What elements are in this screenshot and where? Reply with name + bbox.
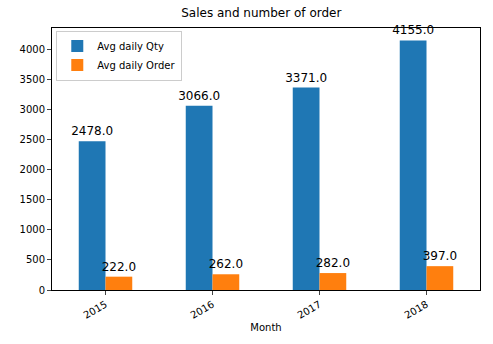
svg-text:4000: 4000 bbox=[20, 44, 45, 55]
svg-text:282.0: 282.0 bbox=[316, 256, 350, 270]
svg-text:1000: 1000 bbox=[20, 224, 45, 235]
svg-text:262.0: 262.0 bbox=[209, 257, 243, 271]
svg-text:2016: 2016 bbox=[188, 299, 216, 321]
svg-text:Sales and number of order: Sales and number of order bbox=[181, 6, 341, 20]
svg-text:Avg daily Qty: Avg daily Qty bbox=[97, 41, 164, 52]
svg-text:2018: 2018 bbox=[402, 299, 430, 321]
svg-text:500: 500 bbox=[26, 254, 45, 265]
svg-text:Avg daily Order: Avg daily Order bbox=[97, 60, 175, 71]
svg-text:2500: 2500 bbox=[20, 134, 45, 145]
svg-text:Month: Month bbox=[250, 322, 281, 333]
svg-text:222.0: 222.0 bbox=[102, 260, 136, 274]
svg-text:1500: 1500 bbox=[20, 194, 45, 205]
svg-text:3371.0: 3371.0 bbox=[285, 71, 327, 85]
svg-text:3066.0: 3066.0 bbox=[178, 89, 220, 103]
svg-text:3000: 3000 bbox=[20, 104, 45, 115]
svg-text:2000: 2000 bbox=[20, 164, 45, 175]
svg-text:2478.0: 2478.0 bbox=[71, 124, 113, 138]
svg-text:4155.0: 4155.0 bbox=[392, 23, 434, 37]
svg-text:397.0: 397.0 bbox=[423, 249, 457, 263]
svg-text:3500: 3500 bbox=[20, 74, 45, 85]
svg-text:2015: 2015 bbox=[81, 299, 109, 321]
svg-text:2017: 2017 bbox=[295, 299, 323, 321]
svg-text:0: 0 bbox=[39, 285, 45, 296]
